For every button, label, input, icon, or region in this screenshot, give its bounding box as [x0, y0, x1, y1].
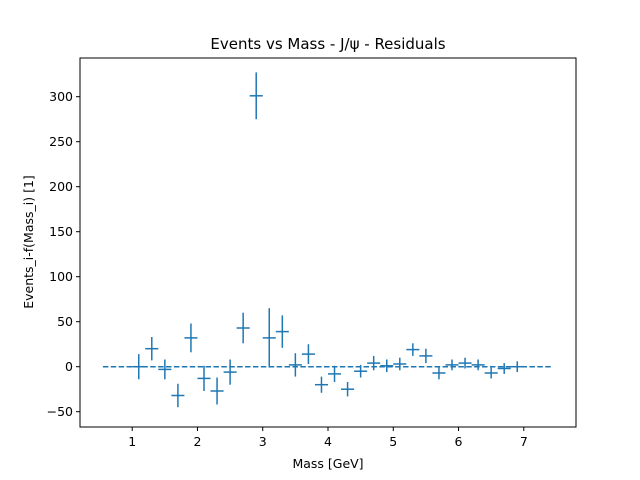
data-point — [288, 353, 302, 377]
chart-title: Events vs Mass - J/ψ - Residuals — [210, 35, 445, 53]
data-point — [184, 323, 198, 353]
data-point — [432, 366, 446, 380]
x-tick-label: 3 — [259, 434, 267, 449]
data-point — [145, 337, 159, 361]
data-point — [419, 348, 433, 364]
data-point — [510, 361, 524, 373]
data-point — [341, 382, 355, 397]
data-point — [132, 354, 146, 380]
data-point — [354, 364, 368, 378]
y-tick-label: −50 — [47, 404, 73, 419]
data-point — [497, 363, 511, 374]
data-point — [458, 357, 472, 369]
y-tick-label: 150 — [49, 224, 73, 239]
data-point — [197, 365, 211, 391]
data-point — [367, 355, 381, 371]
data-point — [314, 376, 328, 393]
data-point — [406, 343, 420, 356]
data-point — [380, 359, 394, 373]
y-tick-label: 300 — [49, 89, 73, 104]
data-point — [171, 383, 185, 408]
plot-area — [102, 72, 554, 408]
data-point — [301, 344, 315, 364]
data-point — [210, 377, 224, 405]
y-axis-label: Events_i-f(Mass_i) [1] — [21, 175, 36, 309]
x-tick-label: 7 — [520, 434, 528, 449]
plot-frame — [79, 57, 577, 428]
x-axis-label: Mass [GeV] — [292, 456, 363, 471]
data-point — [275, 315, 289, 348]
data-point — [445, 359, 459, 371]
data-point — [393, 357, 407, 371]
data-point — [262, 308, 276, 368]
data-point — [158, 359, 172, 380]
data-point — [223, 359, 237, 385]
axis-ticks: 1 2 3 4 5 6 7 −50 0 50 100 150 200 250 300 — [47, 89, 528, 449]
data-point — [471, 359, 485, 371]
y-tick-label: 100 — [49, 269, 73, 284]
x-tick-label: 1 — [128, 434, 136, 449]
x-tick-label: 4 — [324, 434, 332, 449]
x-tick-label: 6 — [455, 434, 463, 449]
y-tick-label: 250 — [49, 134, 73, 149]
data-point — [236, 312, 250, 344]
y-tick-label: 0 — [65, 359, 73, 374]
y-tick-label: 50 — [57, 314, 73, 329]
x-tick-label: 2 — [193, 434, 201, 449]
x-tick-label: 5 — [389, 434, 397, 449]
data-point — [484, 367, 498, 379]
data-point — [328, 365, 342, 382]
y-tick-label: 200 — [49, 179, 73, 194]
data-point — [249, 72, 263, 120]
